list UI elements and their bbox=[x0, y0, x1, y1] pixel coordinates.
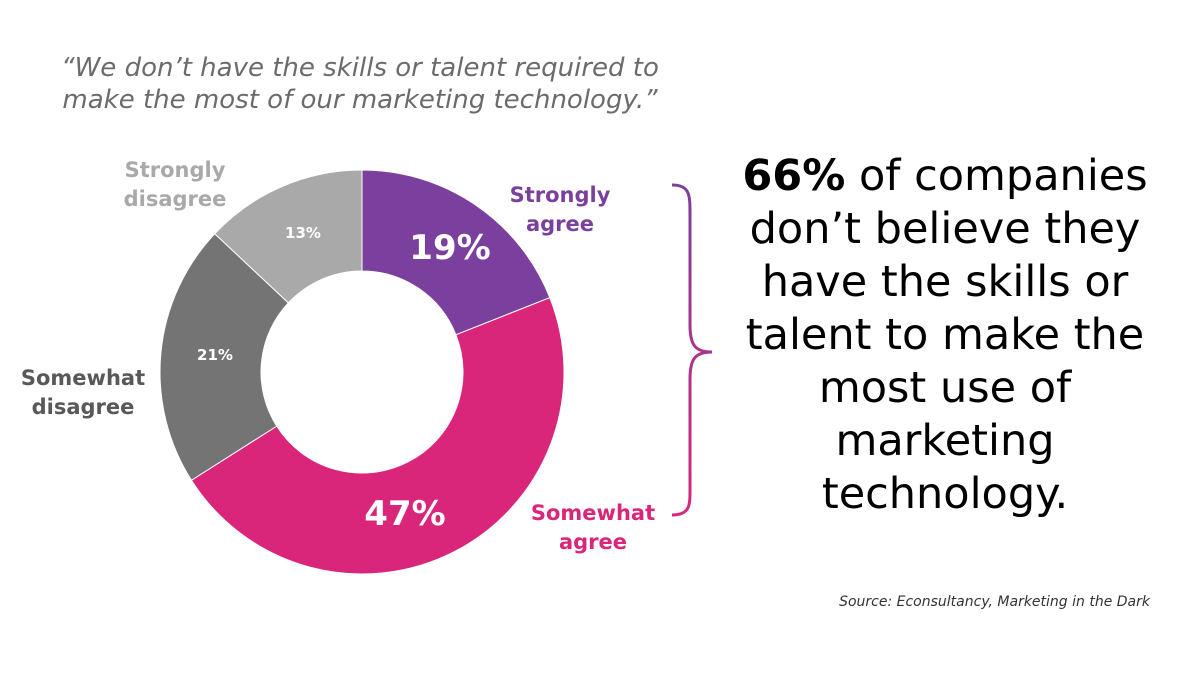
donut-slice-strongly-disagree bbox=[214, 169, 363, 304]
legend-label-somewhat-agree: Somewhat agree bbox=[508, 499, 678, 557]
donut-slice-somewhat-disagree bbox=[159, 233, 290, 481]
headline-text: of companies don’t believe they have the… bbox=[745, 151, 1148, 519]
legend-line: disagree bbox=[123, 187, 227, 211]
donut-slice-somewhat-agree bbox=[190, 296, 565, 575]
legend-label-somewhat-disagree: Somewhat disagree bbox=[0, 364, 166, 422]
headline-statement: 66% of companies don’t believe they have… bbox=[720, 150, 1170, 521]
slice-value-somewhat-agree: 47% bbox=[364, 494, 446, 534]
chart-quote: “We don’t have the skills or talent requ… bbox=[61, 53, 659, 115]
legend-line: agree bbox=[525, 212, 595, 236]
legend-line: Strongly bbox=[509, 183, 611, 207]
slice-value-somewhat-disagree: 21% bbox=[197, 346, 233, 364]
source-citation: Source: Econsultancy, Marketing in the D… bbox=[839, 594, 1150, 610]
legend-label-strongly-agree: Strongly agree bbox=[490, 181, 630, 239]
legend-line: agree bbox=[558, 530, 628, 554]
headline-stat: 66% bbox=[742, 151, 846, 201]
legend-line: Somewhat bbox=[20, 366, 146, 390]
legend-line: Strongly bbox=[124, 158, 226, 182]
brace-icon bbox=[671, 183, 713, 517]
donut-slice-strongly-agree bbox=[361, 169, 551, 336]
legend-line: Somewhat bbox=[530, 501, 656, 525]
slice-value-strongly-agree: 19% bbox=[409, 228, 491, 268]
slice-value-strongly-disagree: 13% bbox=[285, 224, 321, 242]
legend-line: disagree bbox=[31, 395, 135, 419]
legend-label-strongly-disagree: Strongly disagree bbox=[100, 156, 250, 214]
